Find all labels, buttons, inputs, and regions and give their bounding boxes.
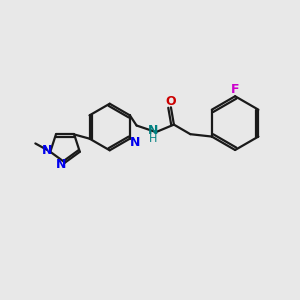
Text: N: N: [42, 143, 52, 157]
Text: O: O: [165, 95, 175, 108]
Text: N: N: [148, 124, 158, 137]
Text: F: F: [231, 83, 239, 96]
Text: H: H: [149, 134, 157, 144]
Text: N: N: [130, 136, 140, 149]
Text: N: N: [56, 158, 67, 171]
